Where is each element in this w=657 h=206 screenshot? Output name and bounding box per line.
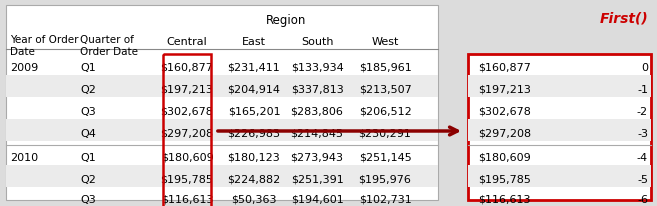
Text: $180,609: $180,609 (160, 152, 214, 162)
Text: $194,601: $194,601 (290, 194, 344, 204)
Text: $204,914: $204,914 (227, 85, 281, 95)
Text: 2010: 2010 (10, 152, 38, 162)
Text: Region: Region (266, 14, 307, 27)
Text: $206,512: $206,512 (359, 107, 411, 116)
Text: -3: -3 (637, 128, 648, 138)
Text: $302,678: $302,678 (160, 107, 214, 116)
Text: -1: -1 (637, 85, 648, 95)
Text: $160,877: $160,877 (478, 63, 531, 73)
Bar (6, 119, 438, 141)
Text: Q3: Q3 (80, 194, 96, 204)
Text: $231,411: $231,411 (227, 63, 281, 73)
Text: $197,213: $197,213 (160, 85, 214, 95)
Text: -6: -6 (637, 194, 648, 204)
Text: $230,291: $230,291 (359, 128, 411, 138)
Text: $251,145: $251,145 (359, 152, 411, 162)
Bar (6, 165, 438, 187)
Text: $283,806: $283,806 (290, 107, 344, 116)
Text: $213,507: $213,507 (359, 85, 411, 95)
Bar (468, 119, 651, 141)
Text: $226,983: $226,983 (227, 128, 281, 138)
Text: East: East (242, 37, 266, 47)
Text: $273,943: $273,943 (290, 152, 344, 162)
Text: Q3: Q3 (80, 107, 96, 116)
Bar (468, 76, 651, 97)
Text: -5: -5 (637, 174, 648, 184)
Text: $195,785: $195,785 (478, 174, 531, 184)
Text: -4: -4 (637, 152, 648, 162)
Text: $214,845: $214,845 (290, 128, 344, 138)
Text: Q2: Q2 (80, 174, 96, 184)
Bar (6, 76, 438, 97)
Text: $50,363: $50,363 (231, 194, 277, 204)
Text: Quarter of
Order Date: Quarter of Order Date (80, 35, 138, 57)
Text: $102,731: $102,731 (359, 194, 411, 204)
Text: First(): First() (599, 12, 648, 26)
Text: $297,208: $297,208 (160, 128, 214, 138)
Bar (468, 165, 651, 187)
Text: $165,201: $165,201 (228, 107, 281, 116)
Bar (468, 55, 651, 200)
Text: $224,882: $224,882 (227, 174, 281, 184)
Text: $251,391: $251,391 (290, 174, 344, 184)
Text: $116,613: $116,613 (478, 194, 530, 204)
Bar (163, 55, 211, 206)
Text: Q1: Q1 (80, 63, 96, 73)
Text: Central: Central (167, 37, 208, 47)
Text: -2: -2 (637, 107, 648, 116)
Text: $195,976: $195,976 (359, 174, 411, 184)
Text: $185,961: $185,961 (359, 63, 411, 73)
Text: Year of Order
Date: Year of Order Date (10, 35, 78, 57)
Text: Q4: Q4 (80, 128, 96, 138)
Text: $160,877: $160,877 (160, 63, 214, 73)
Text: $337,813: $337,813 (290, 85, 344, 95)
Text: West: West (371, 37, 399, 47)
Bar (6, 6, 438, 200)
Text: $297,208: $297,208 (478, 128, 531, 138)
Text: 0: 0 (641, 63, 648, 73)
Text: $133,934: $133,934 (290, 63, 344, 73)
Text: South: South (301, 37, 333, 47)
Text: $116,613: $116,613 (161, 194, 214, 204)
Text: 2009: 2009 (10, 63, 38, 73)
Text: Q2: Q2 (80, 85, 96, 95)
Text: Q1: Q1 (80, 152, 96, 162)
Text: $180,609: $180,609 (478, 152, 531, 162)
Text: $195,785: $195,785 (160, 174, 214, 184)
Text: $302,678: $302,678 (478, 107, 531, 116)
Text: $197,213: $197,213 (478, 85, 531, 95)
Text: $180,123: $180,123 (227, 152, 281, 162)
